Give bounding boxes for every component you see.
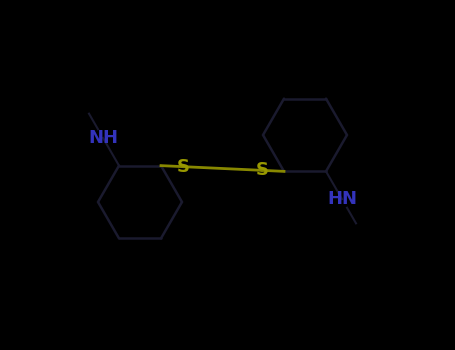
Text: S: S — [256, 161, 268, 179]
Text: NH: NH — [88, 129, 118, 147]
Text: S: S — [177, 158, 189, 176]
Text: HN: HN — [327, 190, 357, 208]
